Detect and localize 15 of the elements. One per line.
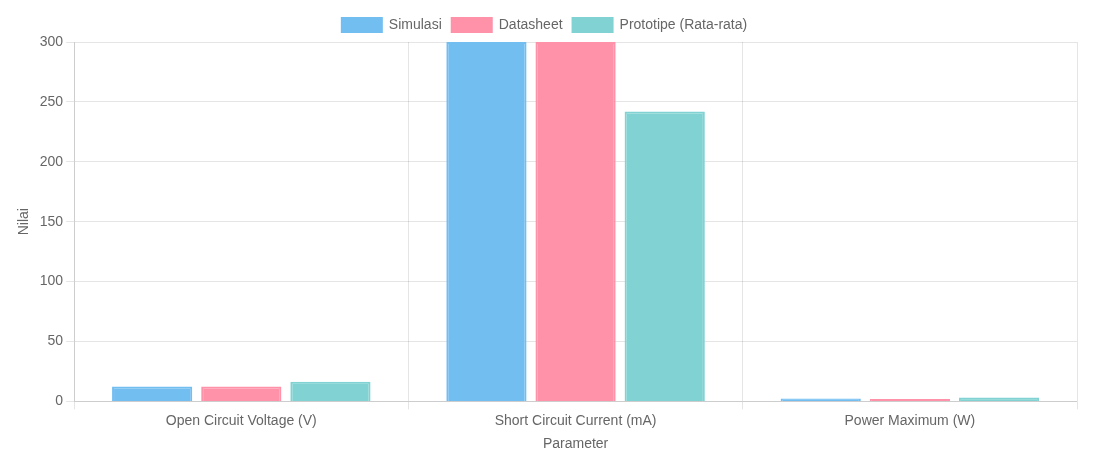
y-tick-label: 50 xyxy=(47,332,64,349)
x-axis-title: Parameter xyxy=(542,435,609,452)
y-axis-title: Nilai xyxy=(15,208,32,236)
legend-label: Simulasi xyxy=(388,15,442,32)
x-tick-label: Power Maximum (W) xyxy=(844,411,976,428)
y-tick-label: 150 xyxy=(39,212,64,229)
y-tick-label: 100 xyxy=(39,272,64,289)
x-tick-label: Open Circuit Voltage (V) xyxy=(165,411,317,428)
y-tick-label: 200 xyxy=(39,152,64,169)
y-tick-label: 0 xyxy=(55,392,64,409)
legend-label: Datasheet xyxy=(498,15,563,32)
y-tick-label: 300 xyxy=(39,32,64,49)
y-tick-label: 250 xyxy=(39,92,64,109)
x-tick-label: Short Circuit Current (mA) xyxy=(494,411,657,428)
legend-label: Prototipe (Rata-rata) xyxy=(619,15,748,32)
